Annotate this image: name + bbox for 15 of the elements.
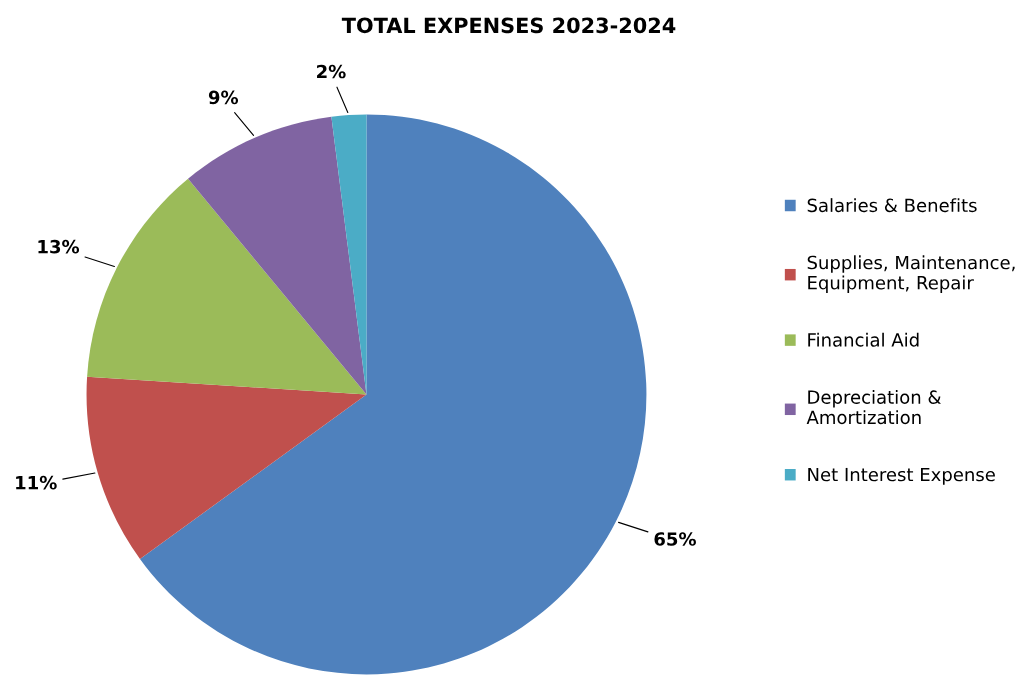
data-label: 9%	[208, 90, 239, 105]
chart-title: TOTAL EXPENSES 2023-2024	[341, 17, 676, 34]
legend-label: Net Interest Expense	[808, 467, 995, 485]
pie-slice	[188, 116, 367, 395]
data-label: 65%	[654, 532, 696, 546]
data-label: 11%	[16, 475, 57, 490]
pie-slice	[140, 114, 647, 675]
legend-label: Financial Aid	[808, 332, 919, 347]
data-label: 13%	[38, 239, 80, 254]
pie-slice	[86, 376, 367, 559]
legend-label: Depreciation & Amortization	[806, 389, 941, 425]
pie-slice	[87, 178, 367, 395]
data-label: 2%	[317, 64, 346, 79]
legend-label: Salaries & Benefits	[807, 198, 977, 213]
legend-label: Supplies, Maintenance, Equipment, Repair	[807, 255, 1015, 294]
